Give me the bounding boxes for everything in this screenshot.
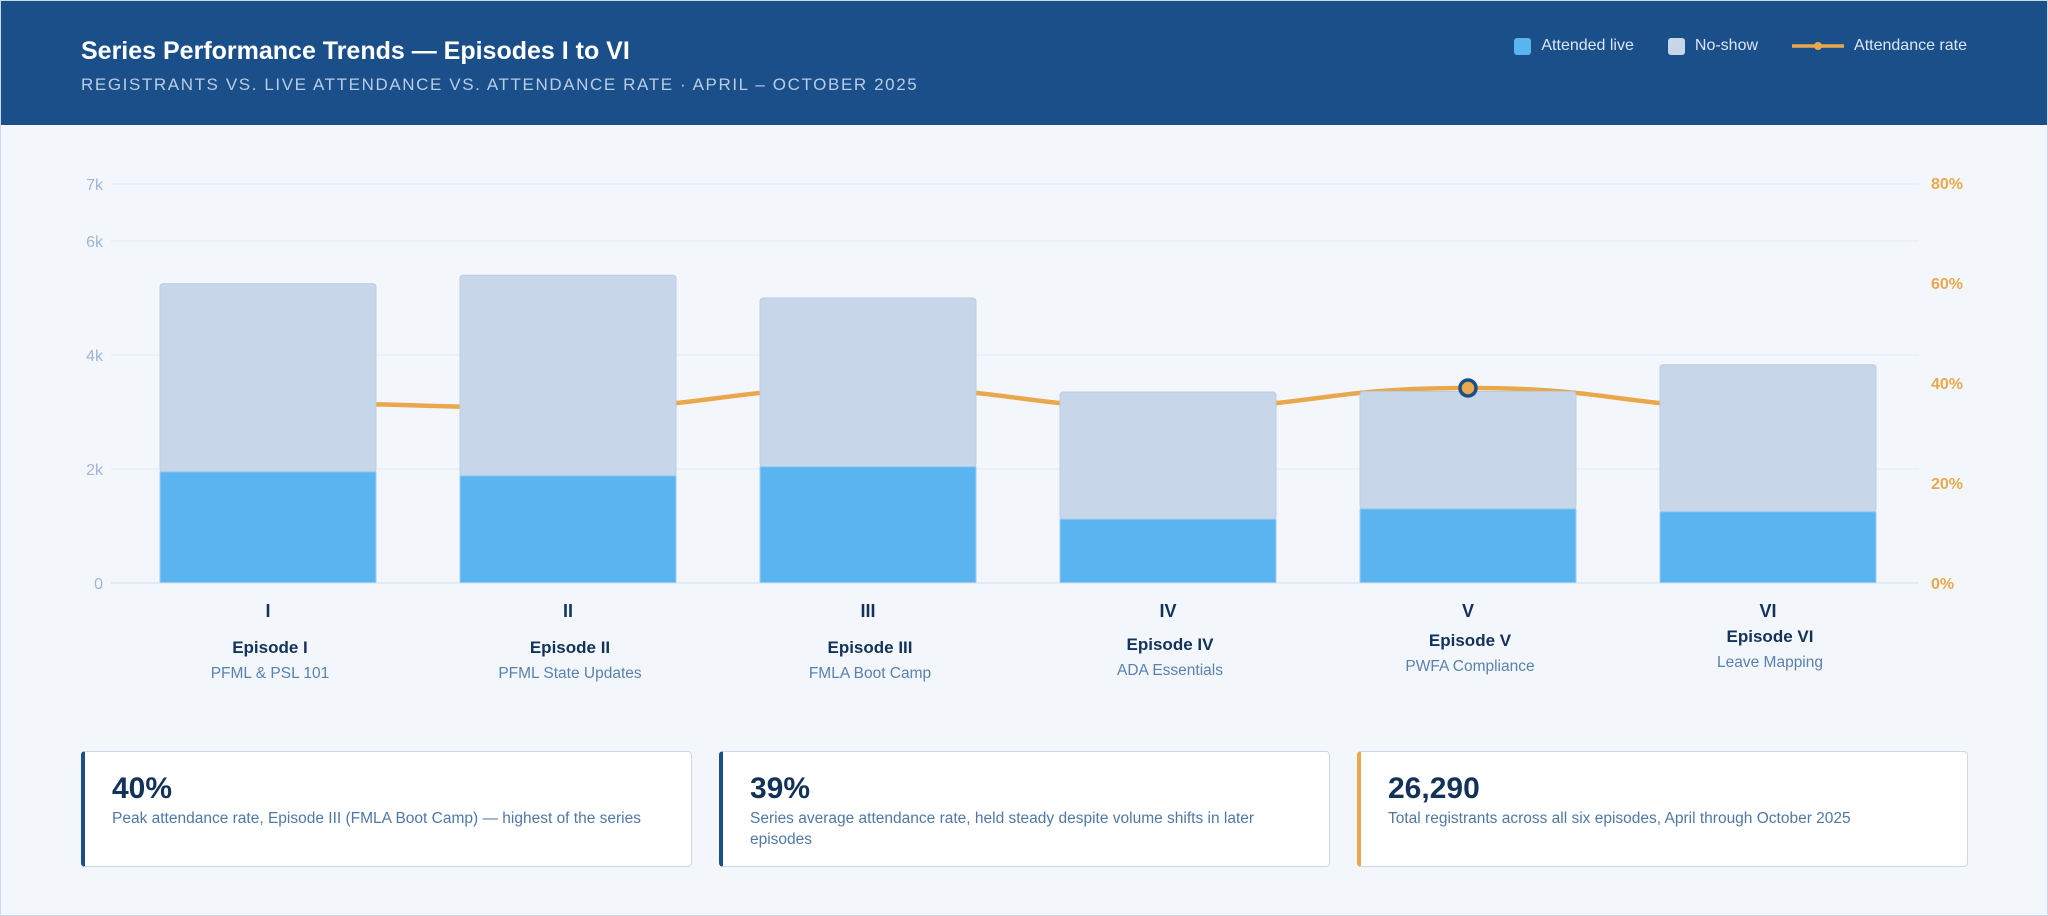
y-right-tick-label: 60% [1931,276,1963,293]
episode-topic-label: FMLA Boot Camp [809,665,931,682]
y-left-tick-label: 6k [86,234,104,251]
legend-label-noshow: No-show [1694,37,1759,54]
noshow-swatch-icon [1667,37,1685,55]
y-right-tick-label: 40% [1931,376,1963,393]
stat-card-peak: 40% Peak attendance rate, Episode III (F… [81,751,692,867]
y-left-tick-label: 2k [86,462,104,479]
x-tick-label: III [860,601,875,621]
attended-swatch-icon [1514,37,1532,55]
attendance-rate-point [1458,378,1478,398]
x-tick-label: II [563,601,573,621]
stat-card-average: 39% Series average attendance rate, held… [719,751,1330,867]
y-left-tick-label: 0 [94,576,103,593]
legend-label-rate: Attendance rate [1854,37,1967,54]
stat-description: Peak attendance rate, Episode III (FMLA … [112,810,641,827]
y-right-tick-label: 0% [1931,576,1954,593]
attended-bar [1659,511,1877,584]
header-banner: Series Performance Trends — Episodes I t… [1,1,2047,125]
stat-description: Total registrants across all six episode… [1388,810,1851,827]
episode-topic-label: PFML State Updates [498,665,642,682]
stat-value: 26,290 [1388,772,1480,805]
noshow-bar [159,283,377,473]
y-left-tick-label: 4k [86,348,104,365]
page-subtitle: REGISTRANTS VS. LIVE ATTENDANCE VS. ATTE… [81,75,919,94]
stat-value: 39% [750,772,811,805]
x-tick-label: VI [1759,601,1776,621]
noshow-bar [1359,390,1577,510]
attended-bar [159,471,377,584]
x-tick-label: IV [1159,601,1176,621]
noshow-bar [759,297,977,468]
episode-name-label: Episode IV [1127,635,1215,654]
y-right-tick-label: 20% [1931,476,1963,493]
x-tick-label: I [265,601,270,621]
y-left-tick-label: 7k [86,177,104,194]
rate-line-icon [1792,42,1845,50]
attended-bar [1359,508,1577,584]
stat-card-total: 26,290 Total registrants across all six … [1357,751,1968,867]
episode-name-label: Episode III [827,638,912,657]
episode-name-label: Episode V [1429,631,1512,650]
y-right-tick-label: 80% [1931,176,1963,193]
episode-topic-label: ADA Essentials [1117,662,1223,679]
stats-cards: 40% Peak attendance rate, Episode III (F… [81,751,1969,869]
legend-label-attended: Attended live [1541,37,1634,54]
episode-topic-label: PWFA Compliance [1405,658,1534,675]
attended-bar [459,475,677,584]
chart-legend: Attended live No-show Attendance rate [1514,37,1967,55]
stat-description: Series average attendance rate, held ste… [750,810,1255,848]
episode-topic-label: PFML & PSL 101 [211,665,330,682]
noshow-bar [459,274,677,477]
performance-chart: 0 2k 4k 6k 7k 0% 20% 40% 60% 80% I Episode I PFML & … [86,176,1963,682]
episode-topic-label: Leave Mapping [1717,654,1823,671]
episode-name-label: Episode VI [1727,627,1814,646]
episode-name-label: Episode II [530,638,610,657]
noshow-bar [1659,364,1877,513]
episode-name-label: Episode I [232,638,308,657]
stat-value: 40% [112,772,173,805]
x-tick-label: V [1462,601,1474,621]
legend-item-rate: Attendance rate [1792,37,1967,55]
page-title: Series Performance Trends — Episodes I t… [81,37,630,65]
legend-item-noshow: No-show [1667,37,1759,55]
legend-item-attended: Attended live [1514,37,1634,55]
attended-bar [759,466,977,584]
noshow-bar [1059,391,1277,520]
attended-bar [1059,518,1277,584]
